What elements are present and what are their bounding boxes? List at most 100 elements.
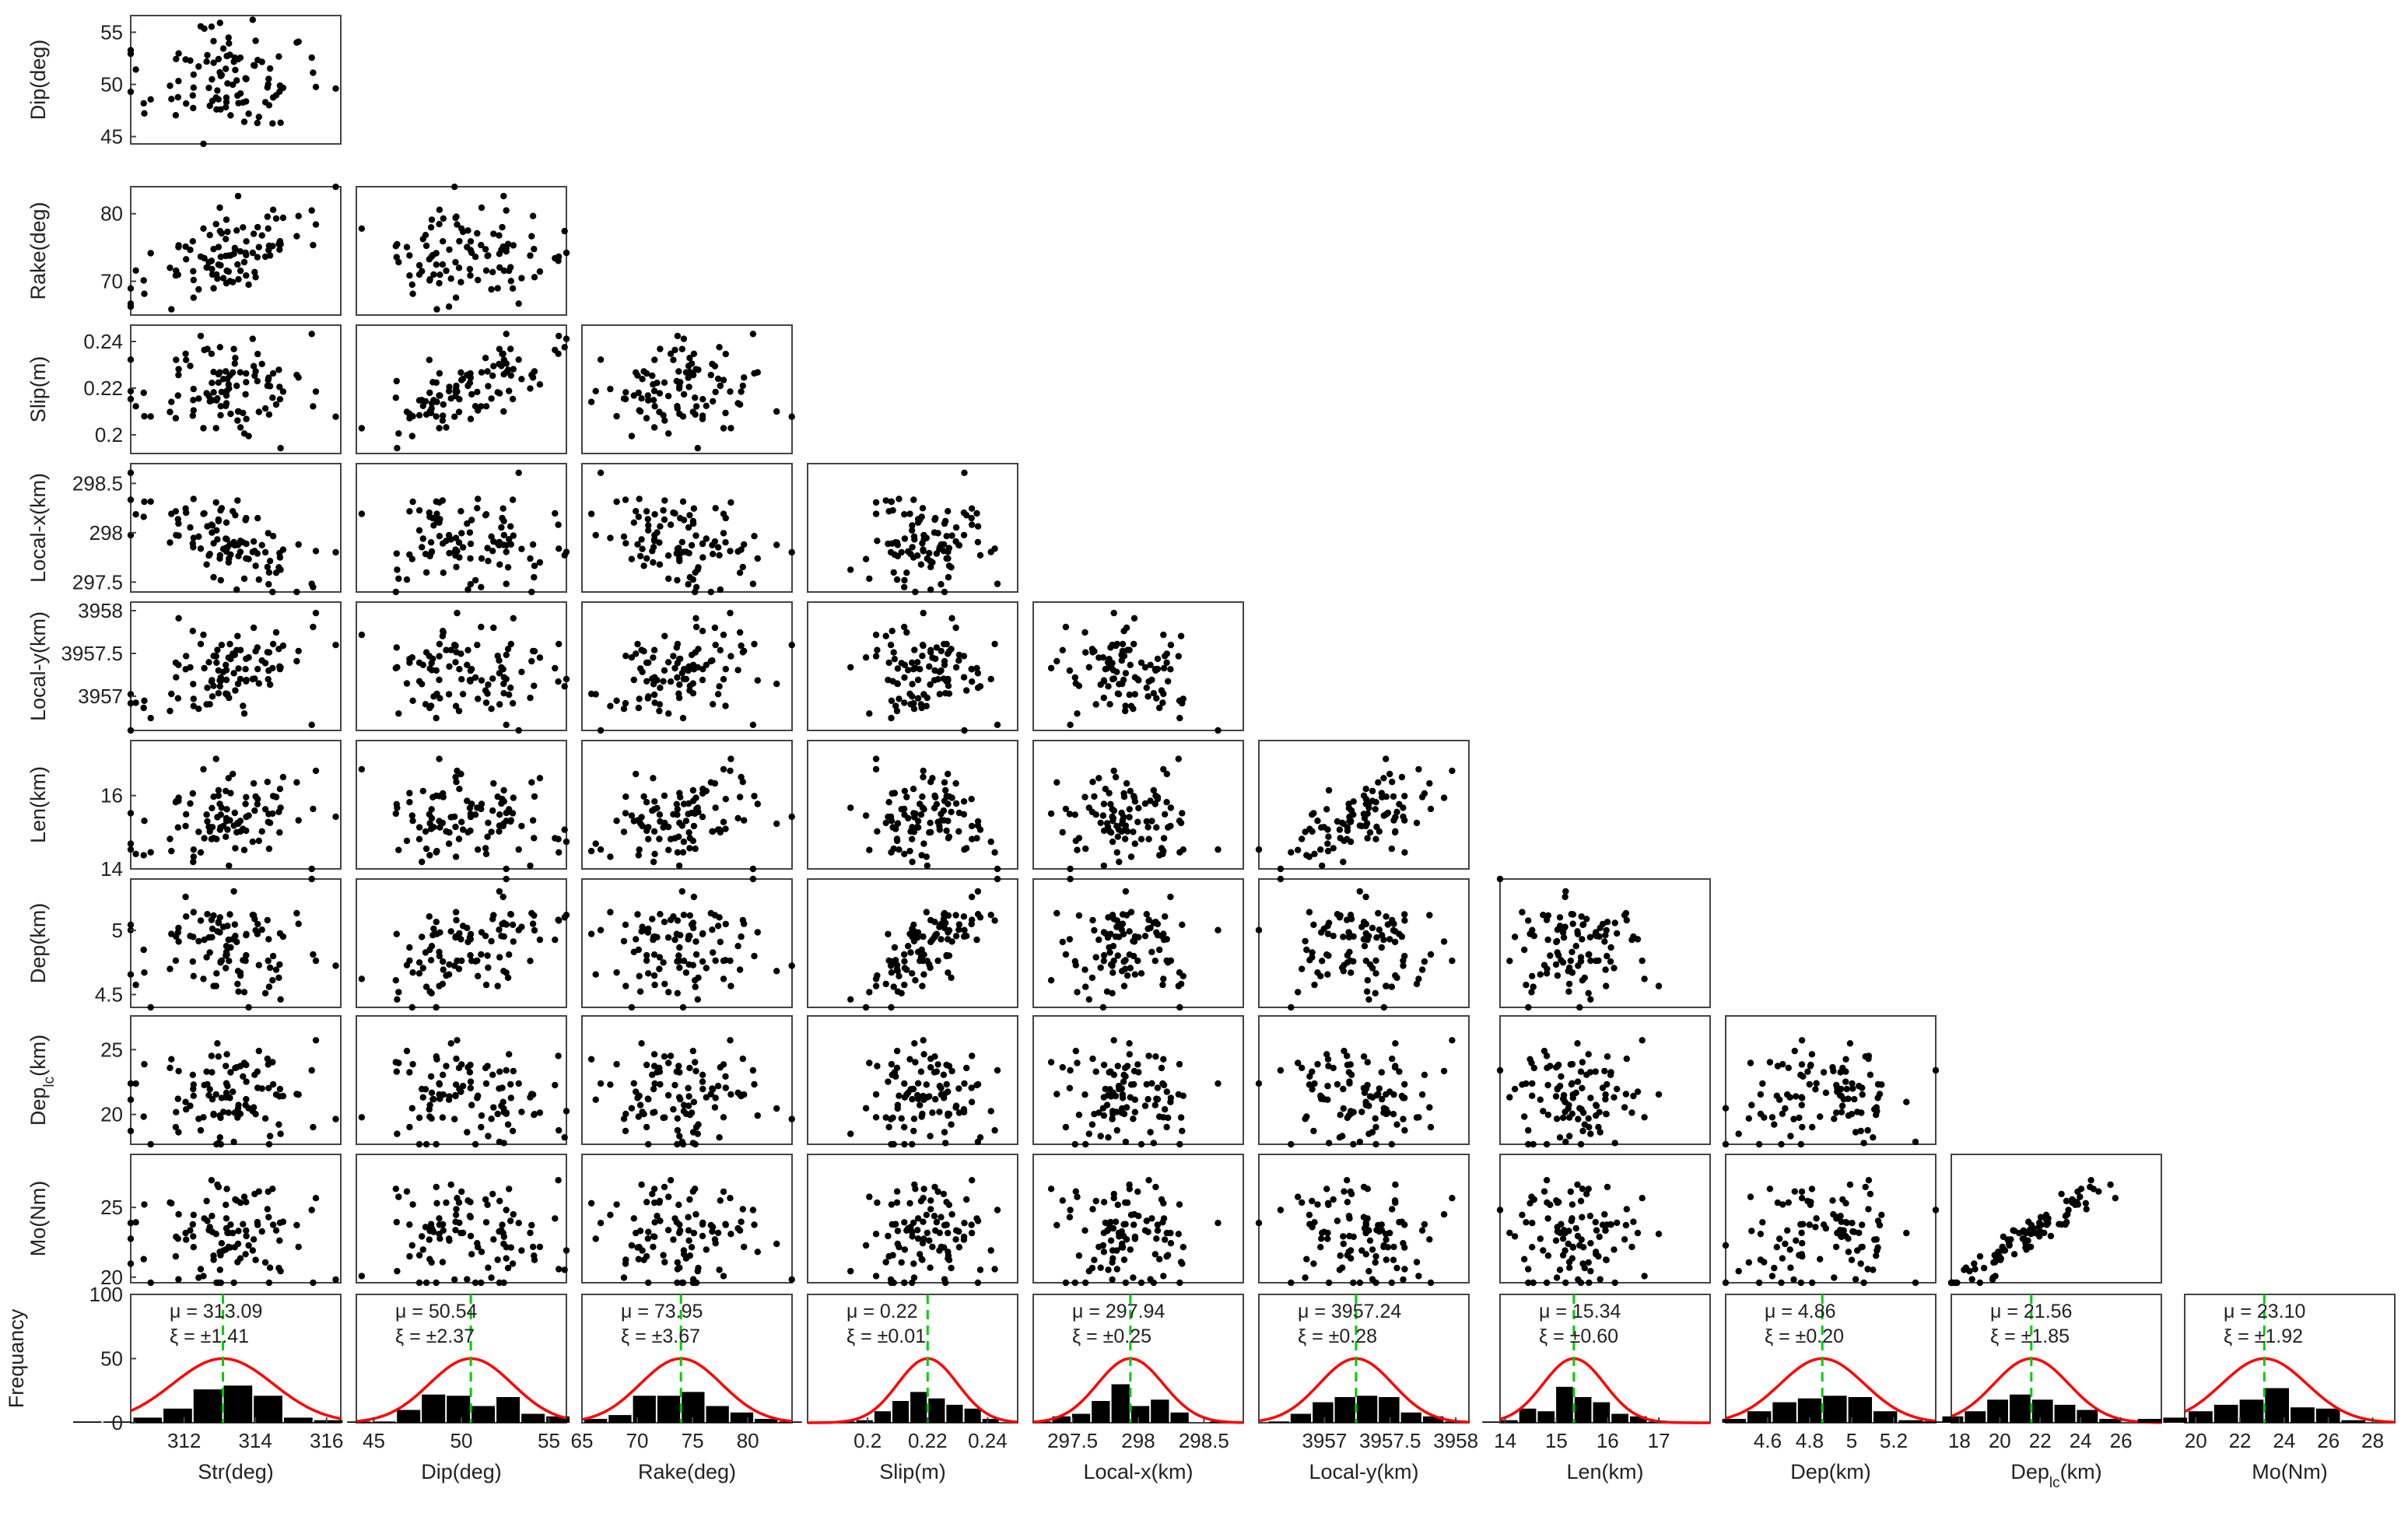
data-point [2058, 1190, 2065, 1198]
data-point [510, 242, 517, 249]
data-point [961, 727, 968, 734]
data-point [1372, 1115, 1379, 1122]
data-point [720, 1114, 727, 1121]
data-point [678, 1138, 685, 1146]
data-point [1118, 1085, 1126, 1092]
data-point [415, 678, 423, 685]
data-point [226, 862, 233, 870]
data-point [478, 677, 485, 684]
data-point [1314, 818, 1321, 825]
data-point [973, 1081, 980, 1089]
data-point [240, 430, 248, 437]
data-point [1521, 946, 1528, 954]
data-point [500, 408, 507, 415]
data-point [205, 659, 212, 666]
data-point [436, 948, 443, 956]
data-point [660, 1252, 667, 1259]
data-point [634, 640, 641, 648]
data-point [1393, 808, 1400, 816]
data-point [754, 677, 761, 684]
data-point [1152, 1053, 1159, 1060]
data-point [482, 845, 489, 852]
y-tick-label: 16 [100, 784, 123, 807]
data-point [891, 944, 899, 951]
data-point [587, 1056, 595, 1063]
data-point [225, 1109, 232, 1116]
data-point [426, 513, 433, 520]
data-point [258, 541, 265, 548]
data-point [200, 510, 207, 517]
data-point [788, 813, 795, 821]
data-point [223, 65, 230, 72]
data-point [1085, 1130, 1093, 1137]
data-point [1537, 1096, 1544, 1103]
data-point [960, 531, 968, 539]
data-point [406, 415, 413, 422]
data-point [464, 661, 471, 668]
data-point [456, 396, 463, 403]
data-point [190, 972, 197, 980]
data-point [1798, 1188, 1806, 1196]
data-point [1109, 1247, 1116, 1254]
data-point [1344, 1199, 1351, 1206]
data-point [467, 238, 475, 245]
data-point [197, 545, 205, 552]
data-point [1562, 923, 1569, 930]
data-point [219, 923, 227, 930]
data-point [489, 372, 496, 380]
data-point [1585, 989, 1592, 997]
data-point [1383, 1256, 1390, 1263]
data-point [703, 661, 710, 668]
data-point [1176, 1140, 1183, 1148]
data-point [714, 691, 722, 698]
data-point [563, 249, 570, 257]
data-point [223, 535, 230, 542]
data-point [874, 1063, 881, 1070]
data-point [643, 799, 650, 806]
data-point [1179, 810, 1186, 817]
data-point [909, 527, 916, 534]
data-point [209, 397, 216, 404]
data-point [499, 822, 506, 830]
data-point [443, 828, 450, 835]
data-point [295, 374, 302, 381]
x-tick-label: 20 [1989, 1429, 2011, 1452]
data-point [422, 569, 430, 576]
data-point [654, 933, 661, 941]
y-tick-label: 20 [100, 1266, 123, 1289]
data-point [166, 539, 174, 546]
data-point [1543, 1177, 1551, 1184]
x-tick-label: 0.24 [968, 1429, 1008, 1452]
data-point [231, 651, 238, 659]
histogram-bar [2163, 1417, 2188, 1423]
data-point [901, 623, 908, 631]
data-point [245, 281, 252, 289]
data-point [1074, 710, 1081, 717]
data-point [788, 548, 795, 556]
data-point [2023, 1246, 2030, 1253]
data-point [1876, 1221, 1884, 1229]
x-tick-label: 20 [2185, 1429, 2207, 1452]
data-point [223, 94, 230, 101]
data-point [227, 112, 234, 119]
data-point [173, 356, 180, 363]
data-point [1147, 661, 1154, 668]
data-point [628, 1003, 636, 1011]
data-point [451, 813, 458, 821]
data-point [496, 828, 503, 835]
data-point [1148, 1080, 1155, 1087]
data-point [1849, 1085, 1856, 1092]
data-point [716, 344, 723, 351]
data-point [496, 1138, 503, 1146]
data-point [1506, 958, 1513, 965]
data-point [717, 382, 724, 390]
data-point [1311, 981, 1318, 989]
data-point [140, 704, 147, 712]
data-point [667, 678, 675, 685]
data-point [452, 659, 459, 666]
data-point [1554, 1085, 1562, 1092]
data-point [175, 532, 182, 539]
data-point [703, 535, 710, 542]
data-point [277, 804, 284, 811]
data-point [1339, 1133, 1346, 1140]
